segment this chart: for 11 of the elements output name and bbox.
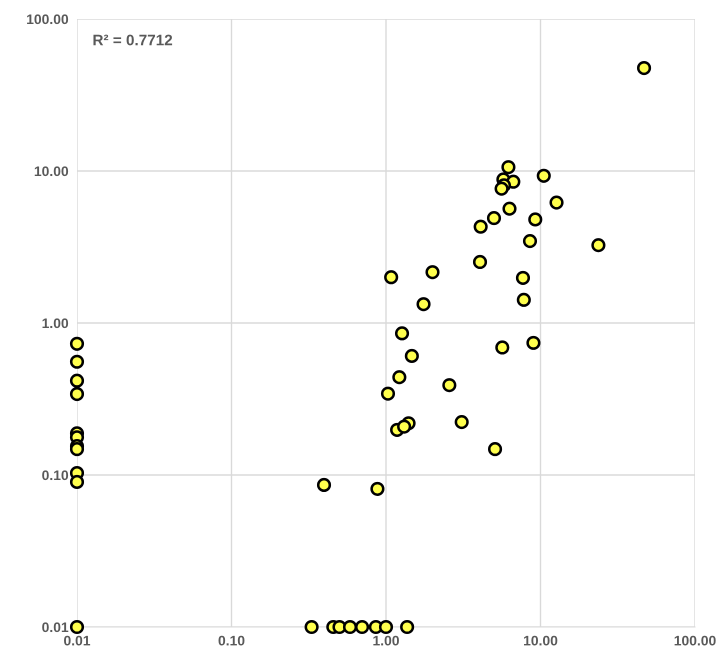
x-tick-label: 100.00 <box>674 636 716 646</box>
x-tick-label: 0.10 <box>218 636 244 646</box>
x-tick-label: 1.00 <box>373 636 399 646</box>
y-tick-label: 10.00 <box>34 166 68 176</box>
y-tick-label: 0.01 <box>42 622 68 632</box>
y-tick-label: 1.00 <box>42 318 68 328</box>
y-tick-label: 0.10 <box>42 470 68 480</box>
x-tick-label: 0.01 <box>64 636 90 646</box>
annotation: R² = 0.7712 <box>93 34 172 46</box>
x-tick-label: 10.00 <box>524 636 558 646</box>
y-tick-label: 100.00 <box>27 14 68 24</box>
